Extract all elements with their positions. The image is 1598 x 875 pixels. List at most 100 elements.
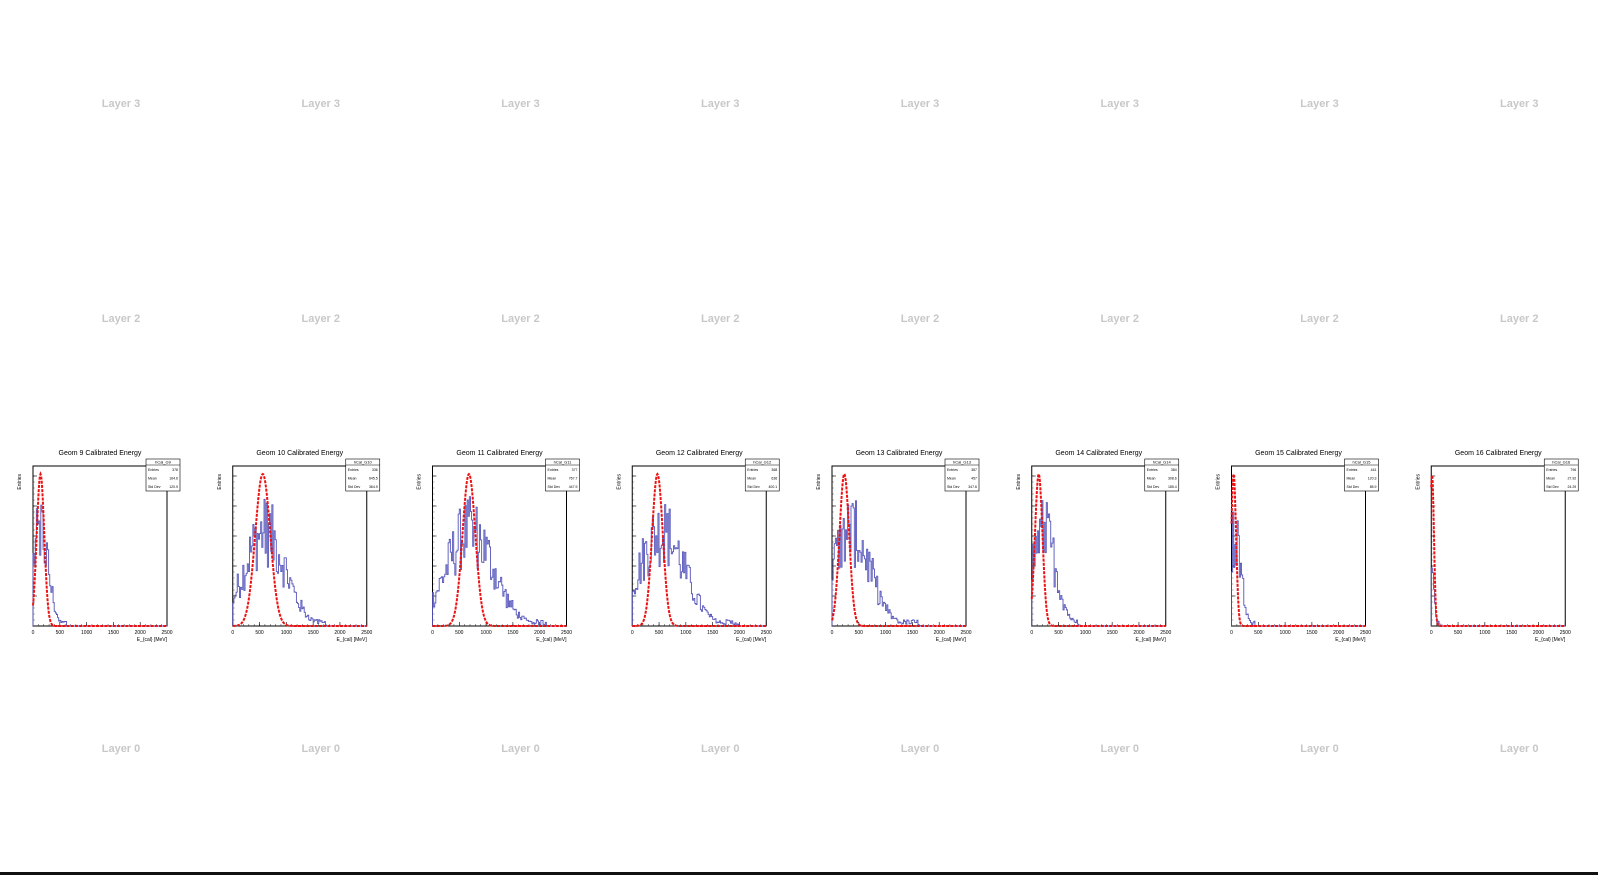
x-tick-label: 0 [231, 630, 234, 636]
stats-value: 400.1 [768, 485, 777, 489]
stats-value: 441 [1371, 468, 1377, 472]
stats-name: hCal_G15 [1352, 460, 1371, 465]
stats-box [545, 458, 580, 492]
stats-value: 120.3 [1368, 477, 1377, 481]
x-tick-label: 1000 [281, 630, 292, 636]
x-tick-label: 2000 [135, 630, 146, 636]
data-histogram [1231, 511, 1366, 627]
stats-box [1543, 458, 1579, 492]
stats-label: Entries [947, 468, 958, 472]
stats-value: 457 [971, 477, 977, 481]
stats-label: Entries [548, 468, 559, 472]
x-axis-label: E_{cal} [MeV] [336, 637, 367, 643]
stats-value: 378 [172, 468, 178, 472]
layer-label: Layer 3 [1100, 98, 1139, 110]
layer-label: Layer 0 [102, 743, 141, 755]
y-axis-label: Entries [1415, 474, 1421, 490]
reference-curve [1230, 473, 1366, 627]
stats-value: 796 [1570, 468, 1576, 472]
stats-label: Std Dev [548, 485, 561, 489]
stats-box [1144, 458, 1180, 492]
stats-value: 24.29 [1567, 485, 1576, 489]
layer-label: Layer 0 [301, 743, 340, 755]
plot-title: Geom 16 Calibrated Energy [1455, 450, 1542, 457]
layer-label: Layer 0 [1500, 743, 1539, 755]
x-tick-label: 2500 [561, 630, 572, 636]
y-axis-label: Entries [816, 474, 822, 490]
canvas-bottom-border [0, 872, 1598, 875]
reference-curve [831, 471, 966, 627]
plot-title: Geom 10 Calibrated Energy [256, 450, 343, 457]
x-axis-label: E_{cal} [MeV] [137, 637, 168, 643]
x-tick-label: 0 [831, 630, 834, 636]
x-tick-label: 2500 [761, 630, 772, 636]
plot-title: Geom 13 Calibrated Energy [856, 450, 943, 457]
stats-label: Entries [1147, 468, 1158, 472]
y-axis-label: Entries [417, 474, 423, 490]
data-histogram [432, 496, 567, 627]
stats-name: hCal_G11 [554, 460, 572, 465]
x-axis-label: E_{cal} [MeV] [736, 637, 767, 643]
stats-label: Mean [747, 477, 756, 481]
x-tick-label: 500 [855, 630, 864, 636]
stats-label: Entries [348, 468, 359, 472]
x-tick-label: 500 [56, 630, 65, 636]
stats-box [944, 458, 980, 492]
reference-curve [1030, 470, 1166, 627]
layer-label: Layer 2 [301, 313, 340, 325]
x-tick-label: 1500 [1506, 630, 1517, 636]
stats-label: Mean [148, 477, 157, 481]
x-tick-label: 1500 [507, 630, 518, 636]
x-tick-label: 500 [255, 630, 264, 636]
layer-label: Layer 3 [1500, 98, 1539, 110]
x-axis-label: E_{cal} [MeV] [536, 637, 567, 643]
x-tick-label: 1000 [880, 630, 891, 636]
x-tick-label: 500 [655, 630, 664, 636]
stats-value: 308.6 [1168, 477, 1177, 481]
x-tick-label: 1500 [1306, 630, 1317, 636]
x-tick-label: 0 [431, 630, 434, 636]
stats-box [744, 458, 780, 492]
layer-label: Layer 0 [501, 743, 540, 755]
x-tick-label: 2000 [1533, 630, 1544, 636]
stats-name: hCal_G13 [953, 460, 972, 465]
x-tick-label: 0 [1230, 630, 1233, 636]
x-tick-label: 1500 [707, 630, 718, 636]
plot-frame [631, 465, 767, 627]
x-tick-label: 2000 [534, 630, 545, 636]
x-tick-label: 500 [1254, 630, 1263, 636]
stats-label: Mean [548, 477, 557, 481]
layer-label: Layer 2 [701, 313, 740, 325]
x-tick-label: 1500 [108, 630, 119, 636]
x-tick-label: 2000 [734, 630, 745, 636]
layer-label: Layer 3 [901, 98, 940, 110]
layer-label: Layer 3 [1300, 98, 1339, 110]
stats-box [145, 458, 181, 492]
stats-value: 27.92 [1567, 477, 1576, 481]
x-tick-label: 1000 [81, 630, 92, 636]
stats-label: Std Dev [1147, 485, 1160, 489]
x-tick-label: 1000 [680, 630, 691, 636]
stats-value: 387 [971, 468, 977, 472]
data-histogram [1430, 567, 1566, 627]
x-tick-label: 2000 [934, 630, 945, 636]
layer-label: Layer 3 [701, 98, 740, 110]
layer-label: Layer 2 [102, 313, 141, 325]
data-histogram [1031, 500, 1166, 627]
x-tick-label: 1000 [481, 630, 492, 636]
stats-box [345, 458, 381, 492]
plot-frame [831, 465, 967, 627]
x-tick-label: 1000 [1479, 630, 1490, 636]
stats-value: 364.9 [369, 485, 378, 489]
stats-value: 384 [1171, 468, 1177, 472]
stats-label: Mean [947, 477, 956, 481]
stats-name: hCal_G16 [1552, 460, 1571, 465]
x-axis-label: E_{cal} [MeV] [1135, 637, 1166, 643]
stats-label: Std Dev [1347, 485, 1360, 489]
plot-title: Geom 11 Calibrated Energy [456, 450, 543, 457]
layer-label: Layer 3 [501, 98, 540, 110]
layer-label: Layer 0 [1300, 743, 1339, 755]
y-axis-label: Entries [217, 474, 223, 490]
reference-curve [32, 470, 167, 627]
reference-curve [232, 472, 367, 627]
